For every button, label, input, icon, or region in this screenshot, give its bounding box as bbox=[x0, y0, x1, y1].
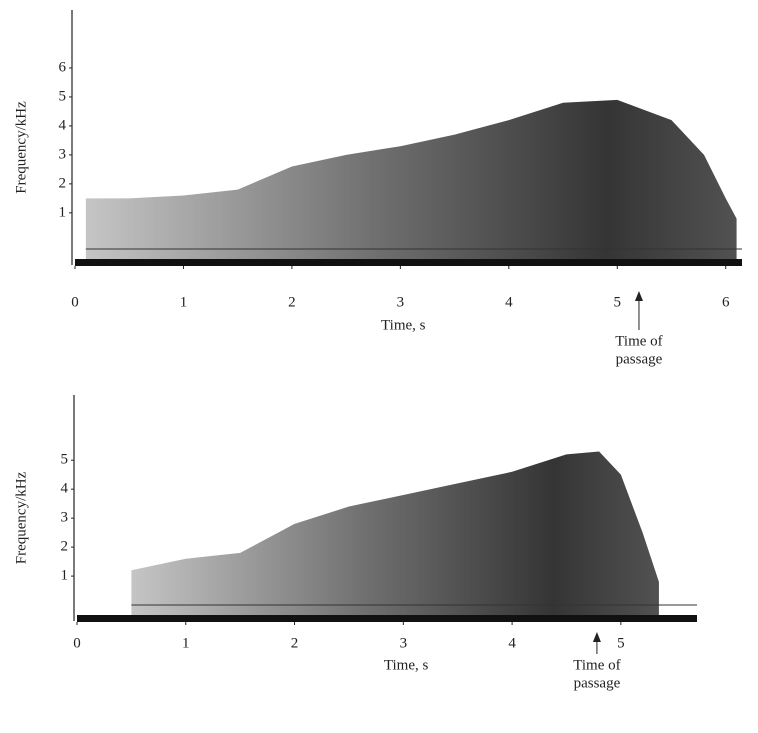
y-tick-label: 4 bbox=[59, 117, 67, 133]
baseline-band bbox=[75, 259, 742, 266]
x-tick-label: 6 bbox=[722, 294, 730, 310]
y-tick-label: 2 bbox=[61, 539, 69, 555]
x-axis-label: Time, s bbox=[381, 317, 426, 333]
x-tick-label: 5 bbox=[617, 635, 625, 651]
annotation-arrowhead bbox=[592, 632, 601, 642]
x-tick-label: 3 bbox=[400, 635, 408, 651]
y-axis-label: Frequency/kHz bbox=[13, 471, 29, 564]
x-tick-label: 3 bbox=[397, 294, 405, 310]
x-tick-label: 1 bbox=[182, 635, 190, 651]
y-tick-label: 2 bbox=[59, 175, 67, 191]
y-tick-label: 4 bbox=[61, 481, 69, 497]
x-tick-label: 0 bbox=[73, 635, 81, 651]
x-tick-label: 1 bbox=[180, 294, 188, 310]
y-tick-label: 5 bbox=[61, 452, 69, 468]
x-tick-label: 2 bbox=[291, 635, 299, 651]
spectrogram-energy bbox=[85, 99, 737, 259]
y-axis-label: Frequency/kHz bbox=[13, 101, 29, 194]
x-axis-label: Time, s bbox=[384, 657, 429, 673]
y-tick-label: 5 bbox=[59, 88, 67, 104]
spectrogram-energy bbox=[131, 451, 659, 615]
annotation-arrowhead bbox=[634, 291, 643, 301]
x-tick-label: 2 bbox=[288, 294, 296, 310]
x-tick-label: 4 bbox=[505, 294, 513, 310]
y-tick-label: 1 bbox=[59, 204, 67, 220]
annotation-text: Time of bbox=[615, 333, 662, 349]
y-tick-label: 3 bbox=[61, 510, 69, 526]
y-tick-label: 6 bbox=[59, 59, 67, 75]
y-tick-label: 3 bbox=[59, 146, 67, 162]
annotation-text: Time of bbox=[573, 657, 620, 673]
annotation-text: passage bbox=[574, 675, 621, 691]
x-tick-label: 0 bbox=[71, 294, 79, 310]
x-tick-label: 4 bbox=[508, 635, 516, 651]
baseline-band bbox=[77, 615, 697, 622]
annotation-text: passage bbox=[616, 351, 663, 367]
y-tick-label: 1 bbox=[61, 568, 69, 584]
x-tick-label: 5 bbox=[614, 294, 622, 310]
